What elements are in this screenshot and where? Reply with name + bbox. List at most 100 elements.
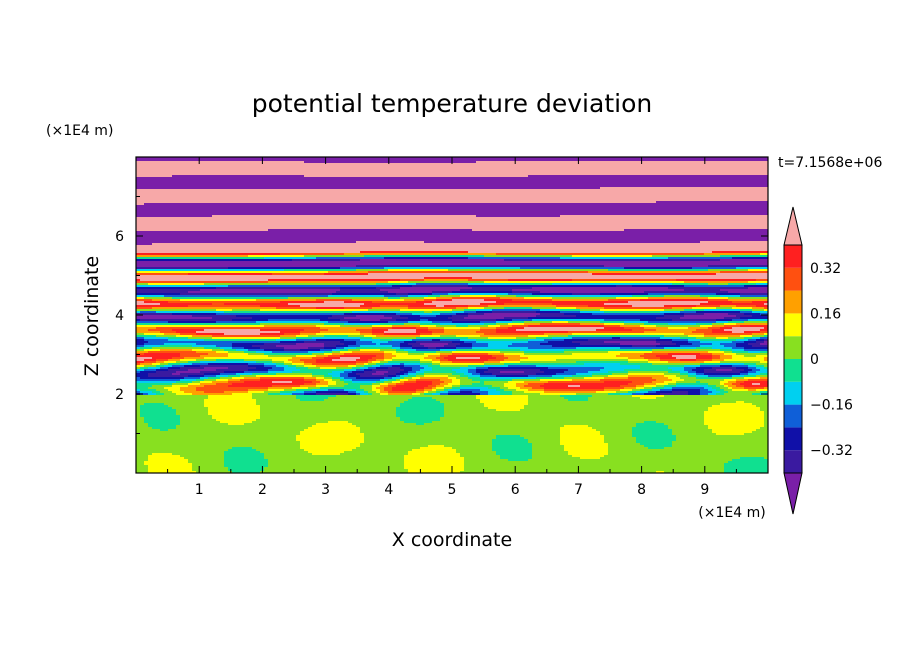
contour-cell — [260, 309, 369, 312]
contour-cell — [172, 297, 289, 300]
contour-cell — [352, 381, 377, 384]
contour-cell — [348, 335, 365, 338]
contour-cell — [456, 377, 469, 380]
contour-cell — [532, 445, 565, 448]
contour-cell — [540, 385, 569, 388]
contour-cell — [136, 377, 141, 380]
contour-cell — [412, 449, 457, 452]
contour-cell — [232, 343, 265, 346]
contour-cell — [136, 313, 173, 316]
x-tick-label: 6 — [511, 482, 520, 498]
contour-cell — [136, 239, 768, 242]
contour-cell — [292, 371, 333, 374]
contour-cell — [704, 387, 713, 390]
contour-cell — [268, 319, 321, 322]
contour-cell — [388, 391, 417, 394]
contour-cell — [740, 457, 765, 460]
contour-cell — [436, 347, 457, 350]
contour-cell — [608, 371, 629, 374]
contour-cell — [260, 323, 325, 326]
contour-cell — [440, 323, 485, 326]
contour-cell — [136, 203, 145, 206]
contour-cell — [340, 319, 361, 322]
contour-cell — [692, 307, 717, 310]
contour-cell — [256, 375, 313, 378]
contour-cell — [488, 391, 501, 394]
contour-cell — [544, 333, 573, 336]
contour-cell — [264, 365, 277, 368]
contour-cell — [280, 335, 297, 338]
contour-cell — [392, 345, 401, 348]
contour-cell — [660, 393, 689, 396]
contour-cell — [144, 365, 157, 368]
colorbar-swatch — [784, 267, 802, 291]
contour-cell — [292, 357, 313, 360]
contour-cell — [632, 295, 665, 298]
contour-cell — [256, 403, 401, 406]
contour-cell — [564, 445, 609, 448]
contour-cell — [268, 461, 405, 464]
contour-cell — [416, 283, 469, 286]
contour-cell — [332, 371, 345, 374]
contour-cell — [460, 339, 477, 342]
contour-cell — [492, 445, 533, 448]
contour-cell — [360, 375, 389, 378]
contour-cell — [136, 297, 145, 300]
contour-cell — [472, 277, 768, 280]
contour-cell — [720, 357, 733, 360]
contour-cell — [228, 449, 257, 452]
contour-cell — [448, 343, 461, 346]
contour-cell — [548, 335, 569, 338]
contour-cell — [496, 253, 705, 256]
contour-cell — [136, 259, 293, 262]
contour-cell — [720, 391, 729, 394]
contour-cell — [344, 307, 373, 310]
contour-cell — [764, 419, 768, 422]
contour-cell — [440, 365, 469, 368]
contour-cell — [140, 311, 157, 314]
contour-cell — [460, 383, 473, 386]
contour-cell — [232, 309, 261, 312]
contour-cell — [732, 331, 745, 334]
contour-cell — [400, 345, 413, 348]
contour-cell — [460, 295, 497, 298]
contour-cell — [604, 341, 657, 344]
contour-cell — [720, 363, 745, 366]
contour-cell — [484, 255, 573, 258]
contour-cell — [136, 445, 301, 448]
contour-cell — [152, 243, 768, 246]
contour-cell — [456, 313, 469, 316]
contour-cell — [744, 377, 761, 380]
contour-cell — [136, 449, 229, 452]
contour-cell — [264, 257, 317, 260]
contour-cell — [456, 325, 469, 328]
contour-cell — [560, 257, 669, 260]
contour-cell — [148, 351, 197, 354]
contour-cell — [372, 337, 417, 340]
contour-cell — [400, 371, 409, 374]
contour-cell — [176, 361, 189, 364]
contour-cell — [208, 353, 229, 356]
contour-cell — [344, 317, 393, 320]
contour-cell — [628, 371, 669, 374]
contour-cell — [552, 337, 573, 340]
contour-cell — [252, 397, 297, 400]
contour-cell — [328, 271, 369, 274]
contour-cell — [136, 385, 153, 388]
contour-cell — [300, 305, 361, 308]
contour-cell — [652, 387, 665, 390]
contour-cell — [164, 403, 205, 406]
contour-cell — [608, 351, 653, 354]
contour-cell — [164, 365, 173, 368]
contour-cell — [308, 347, 325, 350]
contour-cell — [416, 389, 425, 392]
contour-cell — [136, 327, 157, 330]
contour-cell — [432, 311, 453, 314]
contour-cell — [592, 373, 613, 376]
contour-cell — [340, 341, 357, 344]
contour-cell — [732, 369, 745, 372]
contour-cell — [164, 295, 329, 298]
contour-cell — [604, 265, 709, 268]
contour-cell — [156, 311, 225, 314]
x-axis-label: X coordinate — [392, 529, 512, 551]
